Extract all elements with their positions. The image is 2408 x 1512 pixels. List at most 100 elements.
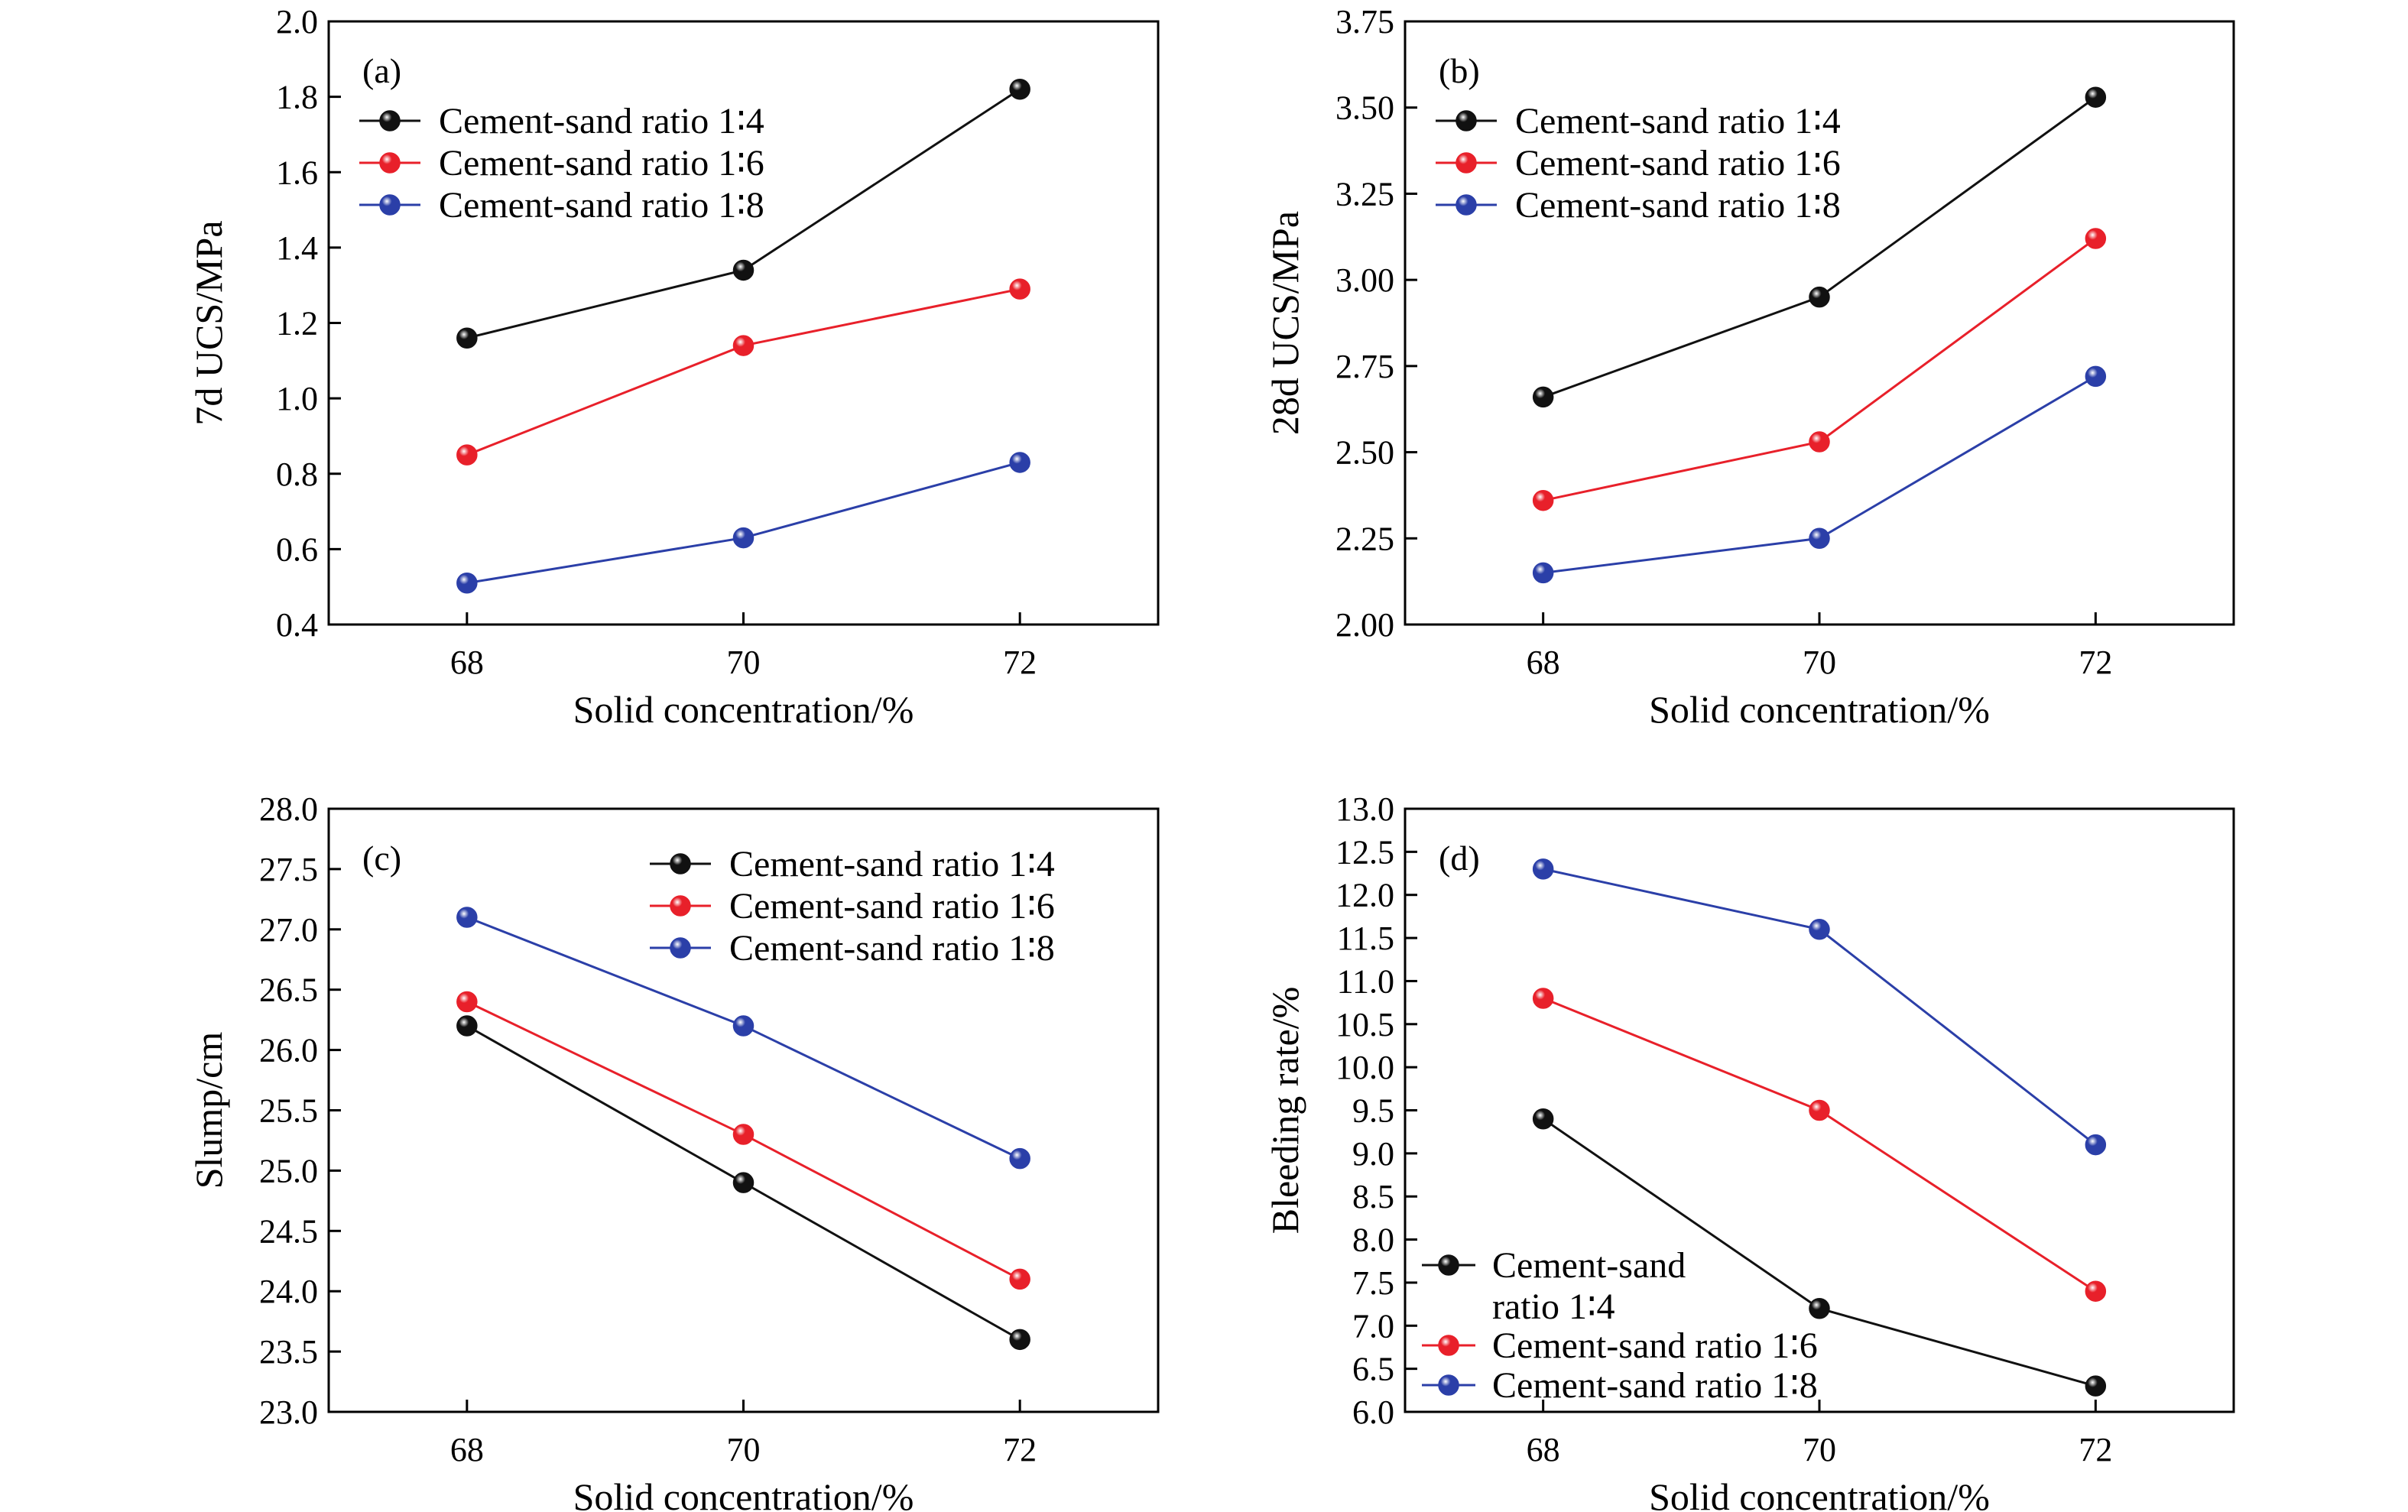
chart-1-series-2-line	[466, 287, 1021, 456]
chart-4-y-tick-label: 11.0	[1337, 962, 1394, 1000]
chart-3-series-1-point	[732, 1172, 755, 1193]
chart-1-panel-label: (a)	[362, 51, 401, 90]
chart-2-y-tick-label: 3.25	[1335, 175, 1394, 213]
chart-4-legend-marker	[1438, 1374, 1459, 1396]
chart-3-legend-marker	[670, 853, 691, 874]
chart-3-y-tick-label: 26.5	[259, 972, 318, 1009]
chart-4-legend-label: Cement-sand ratio 1∶4	[1492, 1245, 1686, 1327]
chart-1-series-1-point	[1009, 79, 1030, 100]
chart-2-y-tick-label: 3.00	[1335, 261, 1394, 299]
chart-2-y-tick-label: 2.25	[1335, 520, 1394, 557]
chart-1-y-tick-label: 0.8	[276, 456, 318, 493]
chart-1-legend-marker	[379, 152, 401, 174]
chart-3-y-tick-label: 26.0	[259, 1032, 318, 1069]
chart-3-y-tick-label: 23.0	[259, 1394, 318, 1431]
chart-4-y-tick-label: 10.0	[1335, 1049, 1394, 1086]
chart-3-legend-label: Cement-sand ratio 1∶6	[729, 886, 1055, 926]
chart-4-y-tick-label: 10.5	[1335, 1006, 1394, 1043]
chart-1-legend-label: Cement-sand ratio 1∶6	[439, 143, 764, 183]
chart-1-series-2-point	[732, 335, 755, 356]
chart-4-y-tick-label: 8.0	[1352, 1222, 1394, 1259]
chart-2: 2.00 2.25 2.50 2.75 3.00 3.25 3.50 3.75 68 70 72 So…	[1264, 3, 2235, 731]
chart-4-x-tick-label: 68	[1527, 1431, 1560, 1468]
chart-3: 23.0 23.5 24.0 24.5 25.0 25.5 26.0 26.5 27.0 27.5…	[187, 790, 1160, 1512]
chart-3-y-tick-label: 25.5	[259, 1092, 318, 1130]
chart-2-series-3-point	[1809, 527, 1830, 550]
chart-3-series-2-point	[456, 991, 478, 1013]
chart-3-series-1-point	[1009, 1329, 1030, 1351]
chart-4-series-3-point	[1809, 919, 1830, 940]
chart-4-y-axis-label: Bleeding rate/%	[1264, 987, 1306, 1235]
chart-4-x-tick-label: 70	[1803, 1431, 1836, 1468]
chart-2-legend-label: Cement-sand ratio 1∶4	[1515, 101, 1841, 141]
chart-2-y-tick-label: 2.00	[1335, 606, 1394, 644]
chart-2-legend-marker	[1456, 152, 1477, 174]
chart-4-panel-label: (d)	[1439, 839, 1480, 878]
chart-2-x-axis-label: Solid concentration/%	[1649, 688, 1990, 731]
chart-3-y-tick-label: 27.5	[259, 851, 318, 888]
chart-4-legend-marker	[1438, 1335, 1459, 1356]
chart-4-legend-label: Cement-sand ratio 1∶8	[1492, 1365, 1818, 1406]
chart-1-y-tick-label: 0.4	[276, 606, 318, 644]
chart-3-y-tick-label: 23.5	[259, 1333, 318, 1371]
chart-3-series-3-point	[732, 1015, 755, 1037]
chart-3-y-tick-label: 25.0	[259, 1152, 318, 1189]
chart-3-legend-label: Cement-sand ratio 1∶4	[729, 844, 1055, 884]
chart-4-y-tick-label: 6.0	[1352, 1394, 1394, 1431]
chart-4-series-2-point	[2085, 1280, 2107, 1302]
chart-4-y-tick-label: 12.0	[1335, 877, 1394, 914]
chart-1-y-tick-label: 1.6	[276, 154, 318, 191]
chart-3-y-tick-label: 24.0	[259, 1273, 318, 1310]
chart-1-series-1-point	[456, 327, 478, 349]
chart-1-legend-label: Cement-sand ratio 1∶8	[439, 185, 764, 226]
chart-3-series-2-point	[1009, 1268, 1030, 1290]
chart-2-series-1-point	[2085, 86, 2107, 108]
chart-1-series-2-point	[1009, 278, 1030, 300]
chart-4-series-1-point	[2085, 1375, 2107, 1397]
chart-1-x-tick-label: 72	[1003, 644, 1037, 681]
chart-4-series-3-point	[2085, 1134, 2107, 1156]
chart-2-series-2-point	[1532, 489, 1554, 511]
chart-2-legend-label: Cement-sand ratio 1∶6	[1515, 143, 1841, 183]
chart-2-series-2-point	[1809, 431, 1830, 453]
chart-3-legend-marker	[670, 895, 691, 917]
chart-4-series-2-point	[1532, 988, 1554, 1009]
chart-1-series-3-point	[732, 527, 755, 549]
chart-1-series-3-point	[456, 573, 478, 594]
chart-1-series-3-line	[466, 461, 1021, 585]
chart-3-x-axis-label: Solid concentration/%	[573, 1475, 914, 1512]
chart-2-series-3-point	[2085, 365, 2107, 388]
chart-2-series-1-point	[1532, 386, 1554, 408]
chart-2-x-tick-label: 68	[1527, 644, 1560, 681]
chart-2-series-2-point	[2085, 228, 2107, 249]
chart-4-series-1-point	[1532, 1108, 1554, 1130]
chart-3-x-tick-label: 68	[450, 1431, 484, 1468]
chart-4-x-tick-label: 72	[2079, 1431, 2112, 1468]
chart-4: 6.0 6.5 7.0 7.5 8.0 8.5 9.0 9.5 10.0 10.5 11.0 11.5…	[1264, 790, 2235, 1512]
chart-2-y-tick-label: 2.75	[1335, 348, 1394, 385]
chart-1-x-axis-label: Solid concentration/%	[573, 688, 914, 731]
chart-2-y-axis-label: 28d UCS/MPa	[1264, 211, 1306, 435]
chart-2-series-3-point	[1532, 562, 1554, 584]
chart-4-legend-marker	[1438, 1254, 1459, 1276]
chart-1-y-tick-label: 2.0	[276, 3, 318, 41]
chart-3-series-2-point	[732, 1124, 755, 1145]
chart-3-legend-label: Cement-sand ratio 1∶8	[729, 928, 1055, 969]
chart-1-series-1-point	[732, 259, 755, 281]
chart-4-series-1-point	[1809, 1297, 1830, 1319]
chart-3-x-tick-label: 72	[1003, 1431, 1037, 1468]
chart-4-y-tick-label: 8.5	[1352, 1178, 1394, 1215]
chart-1-series-2-point	[456, 444, 478, 466]
chart-1-y-axis-label: 7d UCS/MPa	[187, 220, 230, 425]
chart-3-x-tick-label: 70	[727, 1431, 761, 1468]
chart-4-series-3-point	[1532, 858, 1554, 880]
chart-2-panel-label: (b)	[1439, 51, 1480, 90]
chart-3-y-tick-label: 28.0	[259, 790, 318, 828]
chart-4-series-2-point	[1809, 1099, 1830, 1121]
chart-4-legend-label: Cement-sand ratio 1∶6	[1492, 1325, 1818, 1366]
chart-1-x-tick-label: 70	[727, 644, 761, 681]
chart-2-y-tick-label: 2.50	[1335, 434, 1394, 472]
